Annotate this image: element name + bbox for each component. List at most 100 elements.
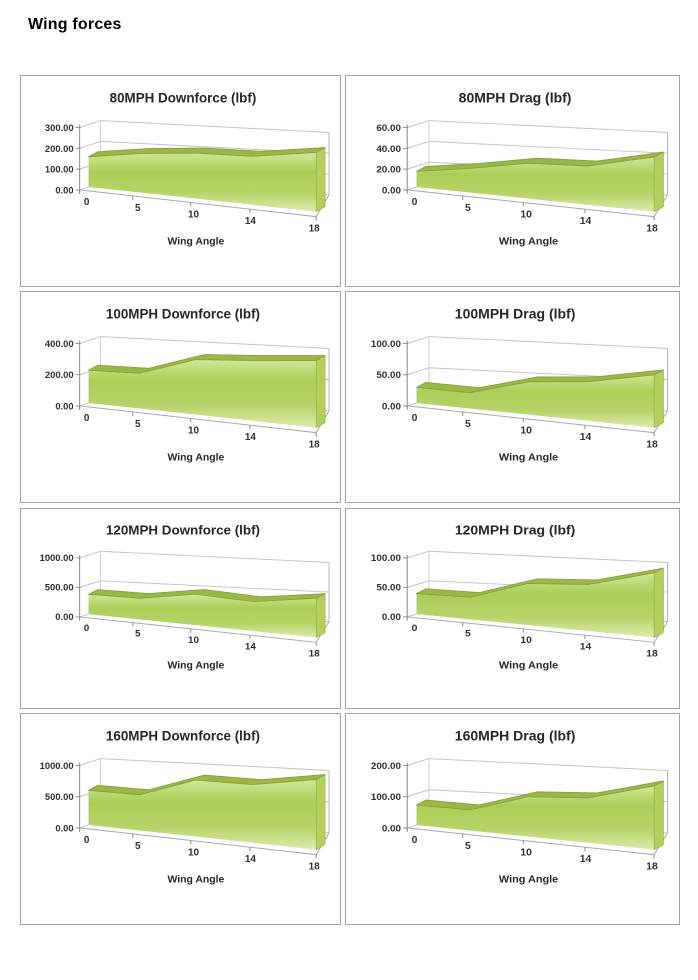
area-series-top-band xyxy=(416,567,664,598)
area-series-front-face xyxy=(416,785,655,850)
x-tick-label: 10 xyxy=(188,425,200,436)
y-tick-label: 50.00 xyxy=(376,370,401,381)
gridline xyxy=(79,336,330,349)
area-series-front-face xyxy=(88,152,317,212)
x-tick-label: 18 xyxy=(309,862,321,873)
area-series-top-band xyxy=(88,354,326,374)
x-tick-label: 14 xyxy=(245,432,257,443)
x-tick-label: 5 xyxy=(135,629,141,640)
x-tick-label: 5 xyxy=(465,203,471,214)
x-tick-label: 14 xyxy=(580,216,592,227)
area-series-top-band xyxy=(416,369,664,394)
x-axis-title: Wing Angle xyxy=(168,661,225,672)
area-series-top-band xyxy=(88,589,326,602)
x-tick-label: 10 xyxy=(188,209,200,220)
x-tick-label: 5 xyxy=(135,203,141,214)
x-tick-label: 0 xyxy=(84,835,90,846)
area-series-front-face xyxy=(416,572,655,638)
chart-panel-120mph-downforce-lbf[interactable]: 120MPH Downforce (lbf) 0.00 500.00 1000.00 0… xyxy=(20,508,341,709)
area-series-front-face xyxy=(88,359,317,428)
chart-title: 100MPH Downforce (lbf) xyxy=(106,307,260,322)
x-tick-label: 5 xyxy=(135,419,141,430)
y-tick-label: 0.00 xyxy=(55,400,73,411)
x-tick-label: 5 xyxy=(135,841,141,852)
x-tick-label: 14 xyxy=(580,642,592,652)
x-tick-label: 18 xyxy=(309,649,321,660)
area-series-top-band xyxy=(88,147,326,158)
x-tick-label: 0 xyxy=(412,835,418,846)
y-tick-label: 200.00 xyxy=(45,143,74,154)
x-tick-label: 14 xyxy=(245,216,257,227)
chart-title: 120MPH Downforce (lbf) xyxy=(106,523,260,538)
x-axis-title: Wing Angle xyxy=(499,452,558,464)
chart-panel-160mph-downforce-lbf[interactable]: 160MPH Downforce (lbf) 0.00 500.00 1000.00 0… xyxy=(20,713,341,925)
area-series-side-face xyxy=(315,593,326,638)
area-series-top-band xyxy=(88,774,326,796)
x-tick-label: 0 xyxy=(412,413,418,424)
x-tick-label: 0 xyxy=(412,197,418,208)
page-title: Wing forces xyxy=(28,16,122,33)
area-series-side-face xyxy=(653,369,664,429)
chart-title: 160MPH Downforce (lbf) xyxy=(106,729,260,744)
x-tick-label: 18 xyxy=(646,649,658,659)
y-tick-label: 300.00 xyxy=(45,122,74,133)
gridline xyxy=(407,550,668,563)
x-axis-title: Wing Angle xyxy=(499,236,558,248)
chart-panel-100mph-drag-lbf[interactable]: 100MPH Drag (lbf) 0.00 50.00 100.00 0 5 10 14 18… xyxy=(345,291,680,503)
y-tick-label: 1000.00 xyxy=(40,760,74,771)
area-series-top-band xyxy=(416,780,664,811)
x-tick-label: 0 xyxy=(84,623,90,634)
x-tick-label: 10 xyxy=(520,210,532,221)
chart-title: 80MPH Drag (lbf) xyxy=(459,91,572,106)
x-axis-title: Wing Angle xyxy=(167,236,224,247)
chart-svg-160mph-drag-lbf: 160MPH Drag (lbf) 0.00 100.00 200.00 0 5 10 14 1… xyxy=(371,729,669,885)
chart-panel-80mph-drag-lbf[interactable]: 80MPH Drag (lbf) 0.00 20.00 40.00 60.00 0 5 10 1… xyxy=(345,75,680,287)
chart-title: 120MPH Drag (lbf) xyxy=(455,523,576,537)
y-tick-label: 0.00 xyxy=(382,186,401,197)
y-tick-label: 0.00 xyxy=(382,824,401,835)
chart-panel-80mph-downforce-lbf[interactable]: 80MPH Downforce (lbf) 0.00 100.00 200.00 300… xyxy=(20,75,341,287)
area-series-side-face xyxy=(653,151,664,213)
y-tick-label: 20.00 xyxy=(376,165,401,176)
y-tick-label: 0.00 xyxy=(382,402,401,413)
gridline xyxy=(79,120,330,133)
area-series-front-face xyxy=(416,374,655,428)
x-tick-label: 10 xyxy=(520,635,532,645)
x-axis-title: Wing Angle xyxy=(167,452,224,463)
x-tick-label: 5 xyxy=(465,419,471,430)
x-tick-label: 14 xyxy=(245,854,257,865)
area-series-front-face xyxy=(88,594,317,638)
chart-title: 100MPH Drag (lbf) xyxy=(455,307,576,322)
x-tick-label: 10 xyxy=(188,635,199,646)
y-tick-label: 400.00 xyxy=(45,338,74,349)
gridline xyxy=(407,336,668,349)
x-tick-label: 10 xyxy=(520,426,532,437)
chart-panel-100mph-downforce-lbf[interactable]: 100MPH Downforce (lbf) 0.00 200.00 400.00 0 5… xyxy=(20,291,341,503)
y-tick-label: 500.00 xyxy=(45,583,74,593)
y-tick-label: 200.00 xyxy=(45,369,74,380)
y-tick-label: 1000.00 xyxy=(40,553,74,563)
y-tick-label: 0.00 xyxy=(55,822,73,833)
chart-svg-80mph-drag-lbf: 80MPH Drag (lbf) 0.00 20.00 40.00 60.00 0 5 10 1… xyxy=(376,91,669,248)
x-tick-label: 0 xyxy=(84,197,90,208)
chart-svg-160mph-downforce-lbf: 160MPH Downforce (lbf) 0.00 500.00 1000.00 0… xyxy=(40,729,330,885)
y-tick-label: 500.00 xyxy=(45,791,74,802)
y-tick-label: 0.00 xyxy=(382,612,401,622)
x-tick-label: 18 xyxy=(309,440,321,451)
gridline xyxy=(79,550,330,563)
x-tick-label: 5 xyxy=(465,629,471,639)
area-series-side-face xyxy=(315,355,326,429)
x-tick-label: 0 xyxy=(412,623,418,633)
y-tick-label: 0.00 xyxy=(55,612,73,622)
area-series-top-band xyxy=(416,151,664,172)
area-series-side-face xyxy=(653,567,664,638)
x-tick-label: 18 xyxy=(646,440,658,451)
chart-svg-100mph-drag-lbf: 100MPH Drag (lbf) 0.00 50.00 100.00 0 5 10 14 18… xyxy=(371,307,669,464)
chart-svg-120mph-drag-lbf: 120MPH Drag (lbf) 0.00 50.00 100.00 0 5 10 14 18… xyxy=(371,523,669,671)
area-series-front-face xyxy=(416,157,655,212)
gridline xyxy=(407,120,668,133)
x-tick-label: 5 xyxy=(465,841,471,852)
chart-svg-120mph-downforce-lbf: 120MPH Downforce (lbf) 0.00 500.00 1000.00 0… xyxy=(40,523,330,672)
chart-panel-160mph-drag-lbf[interactable]: 160MPH Drag (lbf) 0.00 100.00 200.00 0 5 10 14 1… xyxy=(345,713,680,925)
chart-panel-120mph-drag-lbf[interactable]: 120MPH Drag (lbf) 0.00 50.00 100.00 0 5 10 14 18… xyxy=(345,508,680,709)
